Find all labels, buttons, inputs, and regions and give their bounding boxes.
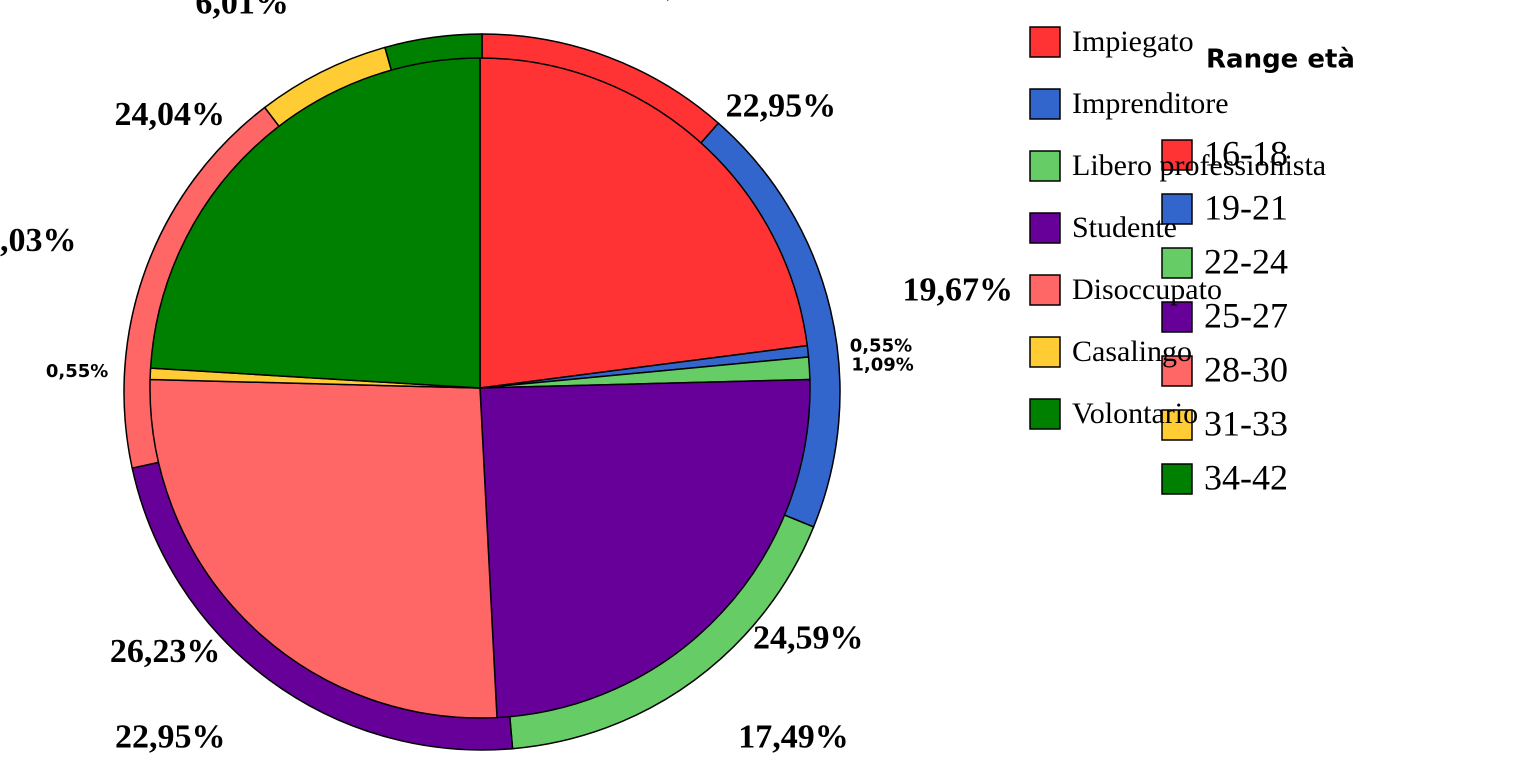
legend-label: 28-30 <box>1204 349 1288 389</box>
legend-swatch <box>1161 463 1193 495</box>
legend-swatch <box>1161 409 1193 441</box>
legend-label: Libero professionista <box>1072 149 1326 182</box>
data-label: 6,01% <box>195 0 289 21</box>
data-label: 18,03% <box>0 222 77 259</box>
pie-slice <box>479 378 811 719</box>
data-label: 24,04% <box>115 96 226 133</box>
data-label: 1,09% <box>851 355 913 376</box>
legend-swatch <box>1161 247 1193 279</box>
legend-label: Volontario <box>1072 397 1198 430</box>
data-label: 22,95% <box>726 87 837 124</box>
data-label: 17,49% <box>738 719 849 756</box>
legend-swatch <box>1029 398 1061 430</box>
legend-swatch <box>1161 355 1193 387</box>
data-label: 26,23% <box>110 633 221 670</box>
legend-swatch <box>1029 26 1061 58</box>
pie-slice <box>149 378 498 719</box>
legend-swatch <box>1161 301 1193 333</box>
data-label: 0,55% <box>850 336 912 357</box>
legend-label: Imprenditore <box>1072 87 1229 120</box>
data-label: 24,59% <box>753 619 864 656</box>
legend-label: 31-33 <box>1204 403 1288 443</box>
pie-slice <box>149 57 481 389</box>
legend-swatch <box>1161 139 1193 171</box>
legend-swatch <box>1029 274 1061 306</box>
data-label: 22,95% <box>115 718 226 755</box>
legend-label: Studente <box>1072 211 1177 244</box>
legend-swatch <box>1161 193 1193 225</box>
legend-swatch <box>1029 88 1061 120</box>
legend-label: 19-21 <box>1204 187 1288 227</box>
legend-label: 22-24 <box>1204 241 1288 281</box>
data-label: 0,55% <box>46 361 108 382</box>
legend-swatch <box>1029 212 1061 244</box>
legend-label: 16-18 <box>1204 133 1288 173</box>
legend-label: 34-42 <box>1204 457 1288 497</box>
data-label: 11,48% <box>634 0 743 4</box>
legend-label: Disoccupato <box>1072 273 1222 306</box>
legend-label: Casalingo <box>1072 335 1192 368</box>
pie-slice <box>479 57 809 389</box>
legend-swatch <box>1029 336 1061 368</box>
legend-label: Impiegato <box>1072 25 1194 58</box>
legend-title: Range età <box>1206 45 1355 75</box>
data-label: 19,67% <box>902 272 1013 309</box>
legend-swatch <box>1029 150 1061 182</box>
legend-label: 25-27 <box>1204 295 1288 335</box>
